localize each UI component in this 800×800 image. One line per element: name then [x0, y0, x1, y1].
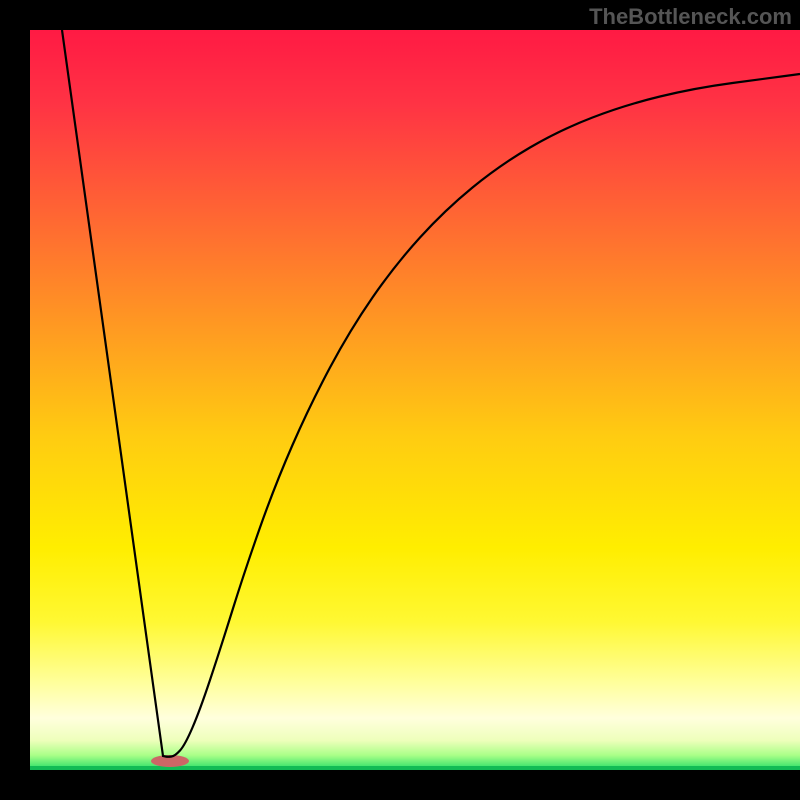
baseline — [30, 766, 800, 770]
chart-svg — [0, 0, 800, 800]
plot-gradient — [30, 30, 800, 770]
watermark-text: TheBottleneck.com — [589, 4, 792, 30]
chart-container: TheBottleneck.com — [0, 0, 800, 800]
